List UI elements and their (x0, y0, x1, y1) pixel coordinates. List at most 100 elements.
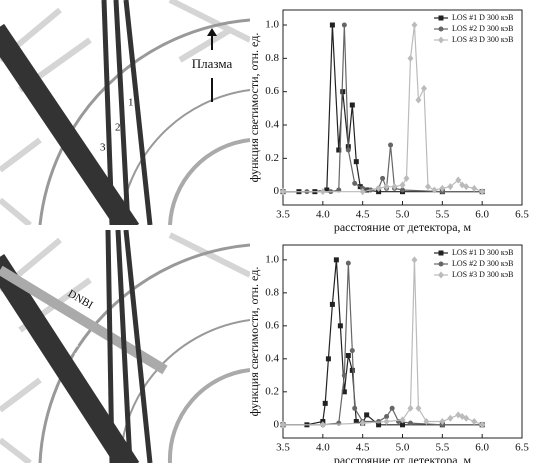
plasma-label: Плазма (192, 56, 233, 71)
marker (329, 301, 335, 307)
marker (415, 96, 422, 104)
marker (375, 184, 382, 192)
marker (322, 400, 328, 406)
series-line (283, 24, 483, 193)
marker (400, 187, 405, 193)
marker (383, 418, 390, 426)
x-tick-label: 5.0 (396, 209, 410, 221)
marker (324, 187, 330, 193)
legend-label: LOS #1 D 300 кэВ (452, 248, 513, 257)
marker (319, 421, 326, 429)
marker (359, 419, 366, 427)
marker (438, 26, 444, 32)
x-axis-label: расстояние от детектора, м (334, 220, 472, 234)
marker (479, 421, 486, 429)
marker (438, 261, 444, 267)
marker (376, 422, 382, 428)
marker (438, 250, 444, 256)
marker (345, 147, 351, 153)
x-tick-label: 5.5 (435, 209, 449, 221)
marker (345, 353, 351, 359)
marker (388, 142, 394, 148)
marker (341, 372, 347, 378)
y-axis-label: функция светимости, отн. ед. (247, 33, 261, 183)
x-tick-label: 3.5 (276, 442, 290, 454)
x-tick-label: 4.0 (316, 442, 330, 454)
marker (319, 188, 326, 196)
y-tick-label: 0.6 (265, 319, 279, 331)
legend-label: LOS #2 D 300 кэВ (452, 24, 513, 33)
marker (391, 183, 398, 191)
marker (438, 36, 444, 44)
diagram-top: NBI 2 1 2 3 Плазма (0, 0, 250, 225)
marker (364, 412, 370, 418)
legend-label: LOS #3 D 300 кэВ (452, 35, 513, 44)
beam-label: 2 (115, 122, 121, 134)
marker (407, 404, 414, 412)
marker (389, 405, 395, 411)
series-line (283, 259, 483, 426)
x-tick-label: 6.5 (515, 209, 529, 221)
marker (399, 181, 406, 189)
marker (329, 22, 335, 28)
marker (336, 147, 342, 153)
marker (341, 22, 347, 28)
x-tick-label: 6.0 (475, 442, 489, 454)
marker (438, 271, 444, 279)
beam-label: 1 (128, 97, 134, 109)
series-line (283, 263, 483, 426)
marker (407, 420, 413, 426)
marker (359, 188, 366, 196)
marker (411, 21, 418, 29)
marker (455, 176, 462, 184)
x-tick-label: 4.0 (316, 209, 330, 221)
y-tick-label: 1.0 (265, 19, 279, 31)
marker (447, 414, 454, 422)
diagram-bottom: DNBI NBI 2 (0, 230, 250, 463)
marker (280, 188, 286, 196)
marker (423, 418, 430, 426)
marker (352, 180, 358, 186)
marker (325, 356, 331, 362)
marker (352, 405, 358, 411)
marker (400, 422, 405, 428)
marker (424, 183, 431, 191)
marker (349, 367, 355, 373)
marker (479, 188, 486, 196)
legend-label: LOS #1 D 300 кэВ (452, 13, 513, 22)
marker (463, 414, 470, 422)
y-axis-label: функция светимости, отн. ед. (247, 267, 261, 417)
series-line (283, 24, 483, 193)
y-tick-label: 0.2 (265, 152, 279, 164)
marker (407, 54, 414, 62)
y-tick-label: 1.0 (265, 253, 279, 265)
series-line (283, 24, 483, 193)
y-tick-label: 0.4 (265, 119, 279, 131)
y-tick-label: 0 (274, 185, 280, 197)
y-tick-label: 0 (274, 418, 280, 430)
marker (345, 260, 351, 266)
marker (380, 175, 386, 181)
marker (439, 184, 446, 192)
marker (411, 256, 418, 264)
marker (447, 183, 454, 191)
x-tick-label: 3.5 (276, 209, 290, 221)
y-tick-label: 0.8 (265, 52, 279, 64)
y-tick-label: 0.8 (265, 286, 279, 298)
y-tick-label: 0.6 (265, 85, 279, 97)
marker (336, 420, 342, 426)
beam-label: 3 (100, 142, 106, 154)
legend-label: LOS #2 D 300 кэВ (452, 259, 513, 268)
marker (364, 187, 370, 193)
marker (349, 102, 355, 108)
marker (431, 186, 438, 194)
y-tick-label: 0.4 (265, 352, 279, 364)
marker (340, 89, 346, 95)
marker (353, 159, 359, 165)
x-tick-label: 5.0 (396, 442, 410, 454)
marker (463, 183, 470, 191)
marker (403, 174, 410, 182)
x-tick-label: 5.5 (435, 442, 449, 454)
marker (471, 184, 478, 192)
